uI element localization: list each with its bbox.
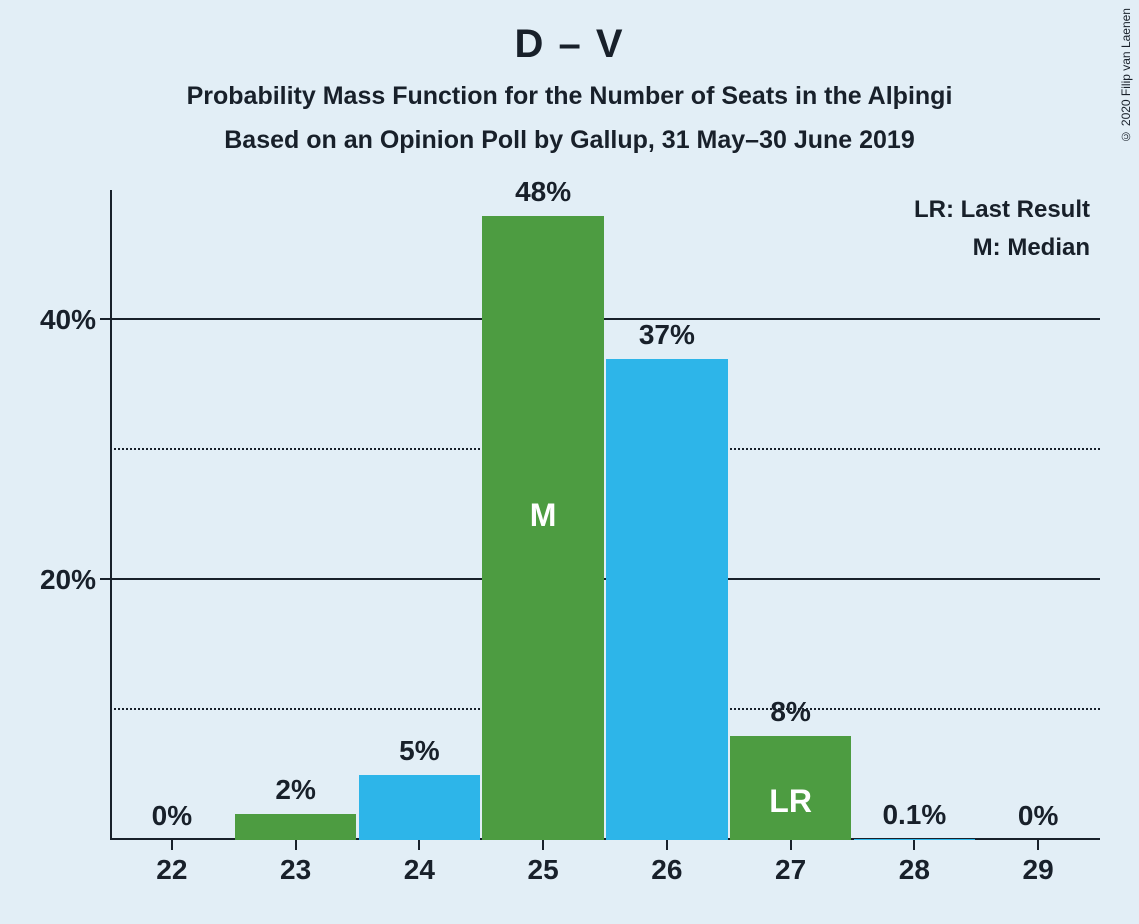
bar: 48%M xyxy=(482,216,603,840)
bar: 0.1% xyxy=(854,839,975,840)
chart-subtitle-1: Probability Mass Function for the Number… xyxy=(0,82,1139,111)
bar-inner-label: LR xyxy=(769,783,812,820)
bar-value-label: 5% xyxy=(399,735,439,775)
bar-value-label: 0% xyxy=(1018,800,1058,840)
bar-value-label: 0% xyxy=(152,800,192,840)
x-tick-label: 27 xyxy=(775,840,806,886)
x-tick-label: 28 xyxy=(899,840,930,886)
x-tick-label: 26 xyxy=(651,840,682,886)
bar-value-label: 48% xyxy=(515,176,571,216)
gridline-major xyxy=(110,318,1100,320)
chart-container: D – V Probability Mass Function for the … xyxy=(0,0,1139,924)
chart-title: D – V xyxy=(0,22,1139,67)
x-tick-label: 24 xyxy=(404,840,435,886)
bar: 2% xyxy=(235,814,356,840)
bar-value-label: 8% xyxy=(770,696,810,736)
x-tick-label: 29 xyxy=(1023,840,1054,886)
plot-area: LR: Last Result M: Median 20%40%22232425… xyxy=(110,190,1100,840)
legend: LR: Last Result M: Median xyxy=(914,196,1090,272)
legend-m: M: Median xyxy=(914,234,1090,262)
copyright-text: © 2020 Filip van Laenen xyxy=(1119,8,1133,143)
y-axis xyxy=(110,190,112,840)
bar-value-label: 2% xyxy=(275,774,315,814)
bar: 5% xyxy=(359,775,480,840)
x-tick-label: 22 xyxy=(156,840,187,886)
chart-subtitle-2: Based on an Opinion Poll by Gallup, 31 M… xyxy=(0,126,1139,155)
legend-lr: LR: Last Result xyxy=(914,196,1090,224)
y-tick-label: 20% xyxy=(40,564,110,596)
bar-value-label: 0.1% xyxy=(882,799,946,839)
bar: 37% xyxy=(606,359,727,840)
y-tick-label: 40% xyxy=(40,304,110,336)
bar-inner-label: M xyxy=(530,497,557,534)
gridline-minor xyxy=(110,448,1100,450)
bar-value-label: 37% xyxy=(639,319,695,359)
bar: 8%LR xyxy=(730,736,851,840)
gridline-minor xyxy=(110,708,1100,710)
gridline-major xyxy=(110,578,1100,580)
x-tick-label: 25 xyxy=(528,840,559,886)
x-tick-label: 23 xyxy=(280,840,311,886)
